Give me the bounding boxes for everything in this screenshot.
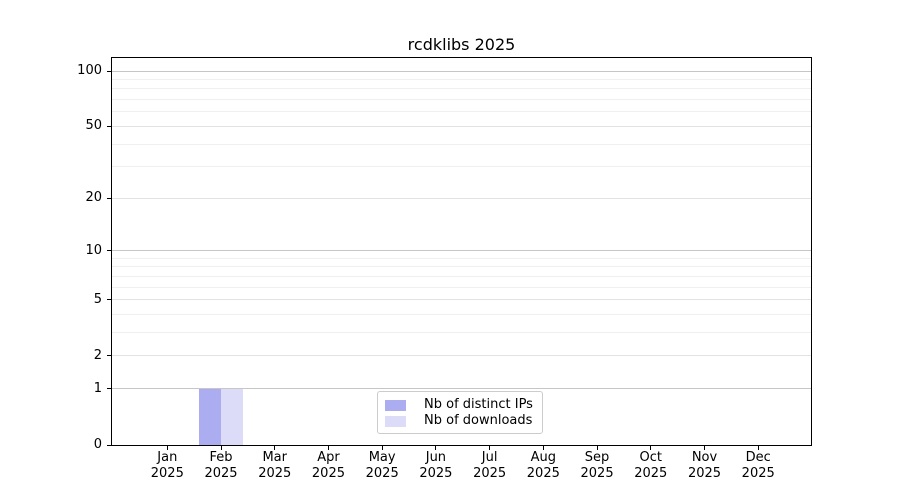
x-axis-tick <box>650 446 652 450</box>
x-tick-year: 2025 <box>634 466 668 481</box>
y-gridline-minor <box>112 332 811 334</box>
y-axis-tick <box>107 444 111 446</box>
y-gridline-minor <box>112 266 811 268</box>
y-tick-label: 20 <box>85 190 102 206</box>
y-axis-tick <box>107 250 111 252</box>
legend-swatch-downloads-icon <box>385 415 406 427</box>
y-gridline-minor <box>112 166 811 168</box>
y-tick-label: 1 <box>93 380 102 396</box>
legend-label-distinct-ips: Nb of distinct IPs <box>424 397 533 412</box>
x-tick-label: Dec 2025 <box>731 450 785 482</box>
x-tick-label: Sep 2025 <box>570 450 624 482</box>
y-gridline-major <box>112 299 811 301</box>
legend-swatch-distinct-ips-icon <box>385 399 406 411</box>
x-tick-month: Sep <box>584 450 610 465</box>
x-tick-year: 2025 <box>204 466 238 481</box>
y-gridline-minor <box>112 111 811 113</box>
x-axis-tick <box>704 446 705 450</box>
x-tick-month: Dec <box>745 450 771 465</box>
x-tick-year: 2025 <box>419 466 453 481</box>
legend-item-distinct-ips: Nb of distinct IPs <box>378 397 542 413</box>
x-tick-month: May <box>368 450 396 465</box>
x-tick-month: Jul <box>481 450 498 465</box>
x-axis-tick <box>757 446 759 450</box>
x-axis-tick <box>435 446 437 450</box>
legend: Nb of distinct IPs Nb of downloads <box>377 391 543 434</box>
x-axis-tick <box>596 446 598 450</box>
x-tick-year: 2025 <box>687 466 722 481</box>
y-gridline-minor <box>112 99 811 101</box>
x-axis-tick <box>274 446 276 450</box>
x-tick-year: 2025 <box>258 466 292 481</box>
x-tick-month: Mar <box>262 450 287 465</box>
x-axis-tick <box>327 446 329 450</box>
x-tick-year: 2025 <box>311 466 345 481</box>
y-axis-tick <box>107 70 111 72</box>
plot-area <box>111 57 812 446</box>
x-tick-year: 2025 <box>526 466 560 481</box>
bar-nb-of-downloads <box>221 388 243 445</box>
y-gridline-minor <box>112 257 811 259</box>
y-gridline-minor <box>112 314 811 316</box>
x-tick-label: Aug 2025 <box>516 450 570 482</box>
y-axis-tick <box>107 197 111 199</box>
bar-nb-of-distinct-ips <box>199 388 221 445</box>
x-tick-label: Mar 2025 <box>248 450 302 482</box>
y-gridline-minor <box>112 78 811 80</box>
x-axis-tick <box>381 446 383 450</box>
y-tick-label: 50 <box>85 118 102 134</box>
x-tick-month: Nov <box>691 450 718 465</box>
x-tick-month: Oct <box>639 450 662 465</box>
y-gridline-major <box>112 388 811 390</box>
x-tick-label: Jun 2025 <box>409 450 463 482</box>
y-tick-label: 5 <box>93 291 102 307</box>
x-tick-label: Jan 2025 <box>140 450 194 482</box>
x-axis-tick <box>220 446 222 450</box>
y-gridline-minor <box>112 286 811 288</box>
chart-title: rcdklibs 2025 <box>407 35 516 54</box>
x-tick-month: Jun <box>425 450 447 465</box>
x-axis-tick <box>166 446 168 450</box>
y-tick-label: 2 <box>93 347 102 363</box>
x-tick-month: Jan <box>157 450 178 465</box>
y-tick-label: 10 <box>85 242 102 258</box>
legend-item-downloads: Nb of downloads <box>378 413 542 429</box>
x-tick-label: Jul 2025 <box>463 450 517 482</box>
x-tick-year: 2025 <box>473 466 507 481</box>
x-tick-label: May 2025 <box>355 450 409 482</box>
x-tick-label: Oct 2025 <box>624 450 678 482</box>
y-gridline-major <box>112 250 811 252</box>
y-axis-tick <box>107 299 111 301</box>
x-tick-year: 2025 <box>741 466 775 481</box>
x-tick-month: Aug <box>530 450 557 465</box>
x-tick-label: Feb 2025 <box>194 450 248 482</box>
x-tick-month: Feb <box>209 450 233 465</box>
y-axis-tick <box>107 125 111 127</box>
legend-label-downloads: Nb of downloads <box>424 413 533 428</box>
x-tick-year: 2025 <box>580 466 614 481</box>
x-tick-label: Nov 2025 <box>678 450 732 482</box>
y-tick-label: 100 <box>77 63 102 78</box>
x-axis-tick <box>542 446 544 450</box>
x-tick-label: Apr 2025 <box>301 450 355 482</box>
y-gridline-major <box>112 70 811 72</box>
y-gridline-minor <box>112 275 811 277</box>
y-gridline-minor <box>112 88 811 90</box>
y-gridline-major <box>112 125 811 127</box>
y-axis-tick <box>107 355 111 357</box>
y-gridline-major <box>112 355 811 357</box>
y-gridline-major <box>112 197 811 199</box>
x-tick-year: 2025 <box>150 466 184 481</box>
y-axis-tick <box>107 388 111 390</box>
x-axis-tick <box>489 446 491 450</box>
y-tick-label: 0 <box>93 437 102 452</box>
y-gridline-minor <box>112 143 811 145</box>
x-tick-month: Apr <box>317 450 340 465</box>
x-tick-year: 2025 <box>365 466 399 481</box>
